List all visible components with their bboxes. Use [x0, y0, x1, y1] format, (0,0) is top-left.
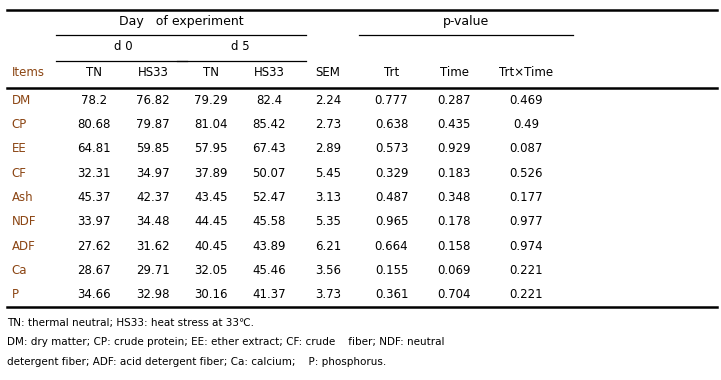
Text: Day   of experiment: Day of experiment	[119, 15, 244, 28]
Text: 81.04: 81.04	[195, 118, 228, 131]
Text: 29.71: 29.71	[136, 264, 169, 277]
Text: EE: EE	[12, 142, 26, 155]
Text: d 0: d 0	[114, 40, 133, 53]
Text: 5.35: 5.35	[315, 215, 341, 228]
Text: HS33: HS33	[138, 66, 168, 79]
Text: 37.89: 37.89	[195, 167, 228, 180]
Text: 45.58: 45.58	[252, 215, 286, 228]
Text: 0.221: 0.221	[510, 288, 543, 301]
Text: 3.73: 3.73	[315, 288, 341, 301]
Text: Time: Time	[440, 66, 469, 79]
Text: 28.67: 28.67	[77, 264, 110, 277]
Text: 0.221: 0.221	[510, 264, 543, 277]
Text: CP: CP	[12, 118, 27, 131]
Text: 0.977: 0.977	[510, 215, 543, 228]
Text: 0.929: 0.929	[438, 142, 471, 155]
Text: P: P	[12, 288, 19, 301]
Text: 2.24: 2.24	[315, 94, 341, 107]
Text: TN: thermal neutral; HS33: heat stress at 33℃.: TN: thermal neutral; HS33: heat stress a…	[7, 318, 255, 328]
Text: 0.069: 0.069	[438, 264, 471, 277]
Text: 64.81: 64.81	[77, 142, 110, 155]
Text: HS33: HS33	[254, 66, 284, 79]
Text: TN: TN	[86, 66, 102, 79]
Text: 2.89: 2.89	[315, 142, 341, 155]
Text: 27.62: 27.62	[77, 240, 110, 253]
Text: d 5: d 5	[231, 40, 249, 53]
Text: DM: dry matter; CP: crude protein; EE: ether extract; CF: crude    fiber; NDF: n: DM: dry matter; CP: crude protein; EE: e…	[7, 337, 445, 347]
Text: DM: DM	[12, 94, 31, 107]
Text: CF: CF	[12, 167, 27, 180]
Text: 31.62: 31.62	[136, 240, 169, 253]
Text: 0.638: 0.638	[375, 118, 408, 131]
Text: 45.46: 45.46	[252, 264, 286, 277]
Text: Ash: Ash	[12, 191, 33, 204]
Text: 0.183: 0.183	[438, 167, 471, 180]
Text: 40.45: 40.45	[195, 240, 228, 253]
Text: 0.469: 0.469	[510, 94, 543, 107]
Text: 0.573: 0.573	[375, 142, 408, 155]
Text: 44.45: 44.45	[195, 215, 228, 228]
Text: 30.16: 30.16	[195, 288, 228, 301]
Text: NDF: NDF	[12, 215, 36, 228]
Text: 41.37: 41.37	[252, 288, 286, 301]
Text: TN: TN	[203, 66, 219, 79]
Text: 45.37: 45.37	[77, 191, 110, 204]
Text: 0.965: 0.965	[375, 215, 408, 228]
Text: 0.526: 0.526	[510, 167, 543, 180]
Text: 34.48: 34.48	[136, 215, 169, 228]
Text: 85.42: 85.42	[252, 118, 286, 131]
Text: 42.37: 42.37	[136, 191, 169, 204]
Text: 0.287: 0.287	[438, 94, 471, 107]
Text: p-value: p-value	[443, 15, 490, 28]
Text: 0.704: 0.704	[438, 288, 471, 301]
Text: 33.97: 33.97	[77, 215, 110, 228]
Text: ADF: ADF	[12, 240, 35, 253]
Text: 0.361: 0.361	[375, 288, 408, 301]
Text: 0.155: 0.155	[375, 264, 408, 277]
Text: 32.05: 32.05	[195, 264, 228, 277]
Text: detergent fiber; ADF: acid detergent fiber; Ca: calcium;    P: phosphorus.: detergent fiber; ADF: acid detergent fib…	[7, 357, 386, 367]
Text: 0.158: 0.158	[438, 240, 471, 253]
Text: 32.31: 32.31	[77, 167, 110, 180]
Text: 0.087: 0.087	[510, 142, 543, 155]
Text: 43.45: 43.45	[195, 191, 228, 204]
Text: 0.49: 0.49	[513, 118, 539, 131]
Text: 59.85: 59.85	[136, 142, 169, 155]
Text: 6.21: 6.21	[315, 240, 341, 253]
Text: 57.95: 57.95	[195, 142, 228, 155]
Text: 34.66: 34.66	[77, 288, 110, 301]
Text: 2.73: 2.73	[315, 118, 341, 131]
Text: 78.2: 78.2	[81, 94, 107, 107]
Text: 3.56: 3.56	[315, 264, 341, 277]
Text: Trt: Trt	[384, 66, 399, 79]
Text: 79.87: 79.87	[136, 118, 169, 131]
Text: 82.4: 82.4	[256, 94, 282, 107]
Text: Trt×Time: Trt×Time	[499, 66, 554, 79]
Text: 0.974: 0.974	[510, 240, 543, 253]
Text: 43.89: 43.89	[252, 240, 286, 253]
Text: 5.45: 5.45	[315, 167, 341, 180]
Text: 0.487: 0.487	[375, 191, 408, 204]
Text: Items: Items	[12, 66, 45, 79]
Text: 67.43: 67.43	[252, 142, 286, 155]
Text: 3.13: 3.13	[315, 191, 341, 204]
Text: Ca: Ca	[12, 264, 27, 277]
Text: 0.777: 0.777	[375, 94, 408, 107]
Text: 0.348: 0.348	[438, 191, 471, 204]
Text: 79.29: 79.29	[195, 94, 228, 107]
Text: 0.178: 0.178	[438, 215, 471, 228]
Text: 80.68: 80.68	[77, 118, 110, 131]
Text: 32.98: 32.98	[136, 288, 169, 301]
Text: 0.664: 0.664	[375, 240, 408, 253]
Text: 34.97: 34.97	[136, 167, 169, 180]
Text: 50.07: 50.07	[252, 167, 286, 180]
Text: 0.329: 0.329	[375, 167, 408, 180]
Text: 76.82: 76.82	[136, 94, 169, 107]
Text: 0.177: 0.177	[510, 191, 543, 204]
Text: SEM: SEM	[316, 66, 340, 79]
Text: 52.47: 52.47	[252, 191, 286, 204]
Text: 0.435: 0.435	[438, 118, 471, 131]
